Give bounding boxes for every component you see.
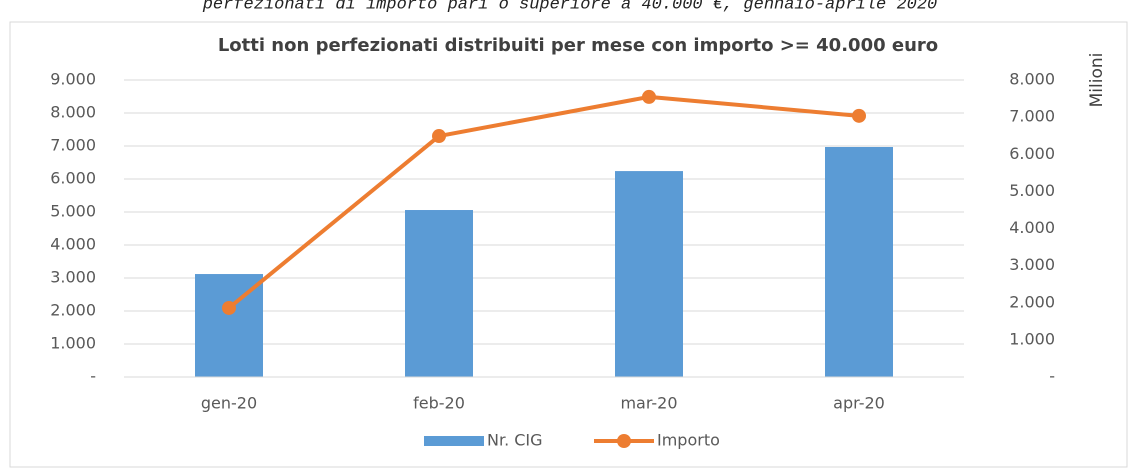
y-tick-label: 7.000 <box>50 136 96 155</box>
y-tick-label: 3.000 <box>50 268 96 287</box>
x-tick-label: apr-20 <box>833 394 885 413</box>
y-tick-label: 8.000 <box>50 103 96 122</box>
y2-tick-label: 4.000 <box>1009 218 1055 237</box>
x-tick-label: gen-20 <box>201 394 257 413</box>
x-tick-label: feb-20 <box>413 394 465 413</box>
x-tick-label: mar-20 <box>620 394 677 413</box>
legend-label: Nr. CIG <box>487 431 543 450</box>
chart-title: Lotti non perfezionati distribuiti per m… <box>218 35 938 56</box>
y2-tick-label: 5.000 <box>1009 181 1055 200</box>
line-marker <box>642 89 656 104</box>
line-marker <box>852 108 866 123</box>
legend-swatch <box>617 434 631 448</box>
y2-axis-label: Milioni <box>1087 53 1107 108</box>
y2-tick-label: 8.000 <box>1009 70 1055 89</box>
y2-tick-label: 7.000 <box>1009 107 1055 126</box>
y-tick-label: 1.000 <box>50 334 96 353</box>
line <box>227 94 860 310</box>
bar <box>825 146 893 377</box>
y2-tick-label: 2.000 <box>1009 292 1055 311</box>
y2-tick-label: 3.000 <box>1009 255 1055 274</box>
y-tick-label: - <box>90 367 96 386</box>
y-tick-label: 6.000 <box>50 169 96 188</box>
line-marker <box>432 129 446 144</box>
y-tick-label: 2.000 <box>50 301 96 320</box>
bar <box>615 171 683 377</box>
line-marker <box>222 300 236 315</box>
y2-tick-label: - <box>1049 367 1055 386</box>
y2-tick-label: 1.000 <box>1009 329 1055 348</box>
y-tick-label: 9.000 <box>50 70 96 89</box>
legend-swatch <box>424 436 484 446</box>
legend-label: Importo <box>657 431 720 450</box>
y2-tick-label: 6.000 <box>1009 144 1055 163</box>
y-tick-label: 4.000 <box>50 235 96 254</box>
y-tick-label: 5.000 <box>50 202 96 221</box>
caption: perfezionati di importo pari o superiore… <box>202 0 938 14</box>
bar <box>405 210 473 377</box>
